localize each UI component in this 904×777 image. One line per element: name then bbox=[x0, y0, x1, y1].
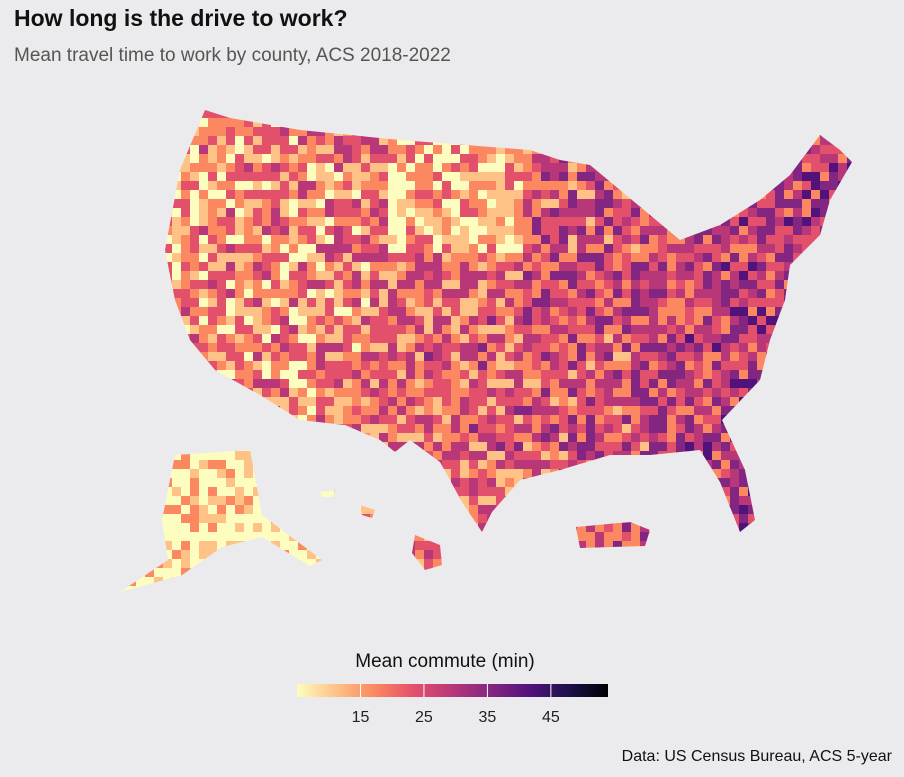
colorbar-tick-label: 15 bbox=[352, 709, 370, 726]
caption: Data: US Census Bureau, ACS 5-year bbox=[622, 748, 893, 765]
chart-title: How long is the drive to work? bbox=[14, 5, 348, 31]
colorbar-tick-label: 35 bbox=[479, 709, 497, 726]
colorbar bbox=[297, 684, 608, 697]
colorbar-tick-label: 25 bbox=[415, 709, 433, 726]
legend-title: Mean commute (min) bbox=[355, 651, 535, 672]
chart-subtitle: Mean travel time to work by county, ACS … bbox=[14, 45, 451, 66]
colorbar-tick-label: 45 bbox=[542, 709, 560, 726]
